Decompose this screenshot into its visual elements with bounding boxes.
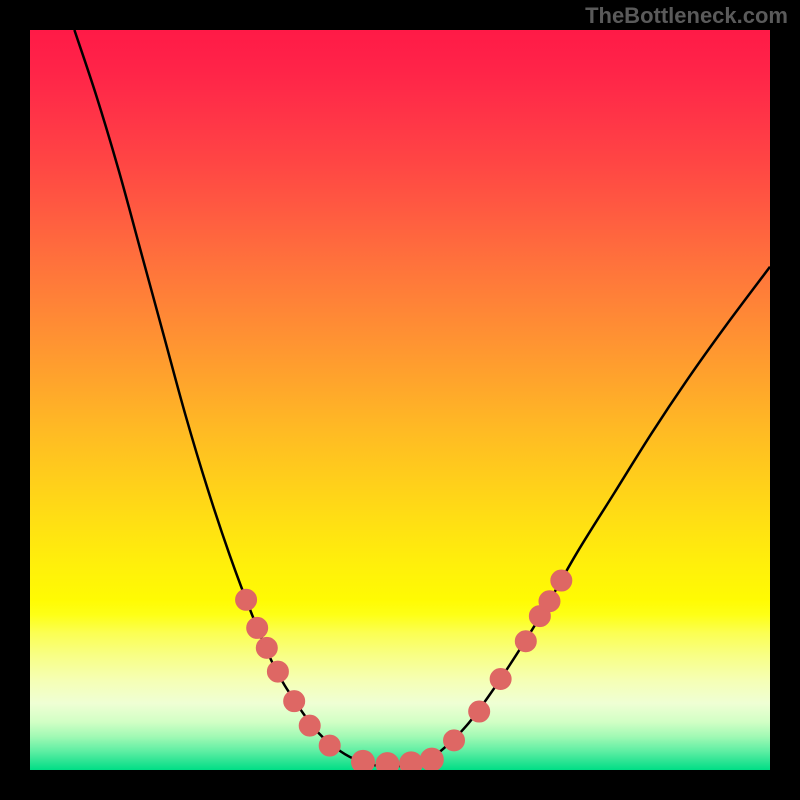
data-marker bbox=[376, 753, 399, 770]
v-curve bbox=[74, 30, 770, 766]
data-marker bbox=[352, 750, 375, 770]
data-marker bbox=[420, 748, 443, 770]
curve-layer bbox=[30, 30, 770, 770]
data-marker bbox=[299, 715, 320, 736]
data-marker bbox=[284, 691, 305, 712]
data-marker bbox=[319, 735, 340, 756]
data-marker bbox=[400, 752, 423, 770]
data-marker bbox=[551, 570, 572, 591]
chart-container: TheBottleneck.com bbox=[0, 0, 800, 800]
data-marker bbox=[256, 637, 277, 658]
data-marker bbox=[515, 631, 536, 652]
data-markers bbox=[236, 570, 572, 770]
data-marker bbox=[539, 591, 560, 612]
watermark-text: TheBottleneck.com bbox=[585, 3, 788, 29]
data-marker bbox=[469, 701, 490, 722]
plot-area bbox=[30, 30, 770, 770]
data-marker bbox=[247, 617, 268, 638]
data-marker bbox=[267, 661, 288, 682]
data-marker bbox=[236, 589, 257, 610]
data-marker bbox=[490, 668, 511, 689]
data-marker bbox=[444, 730, 465, 751]
